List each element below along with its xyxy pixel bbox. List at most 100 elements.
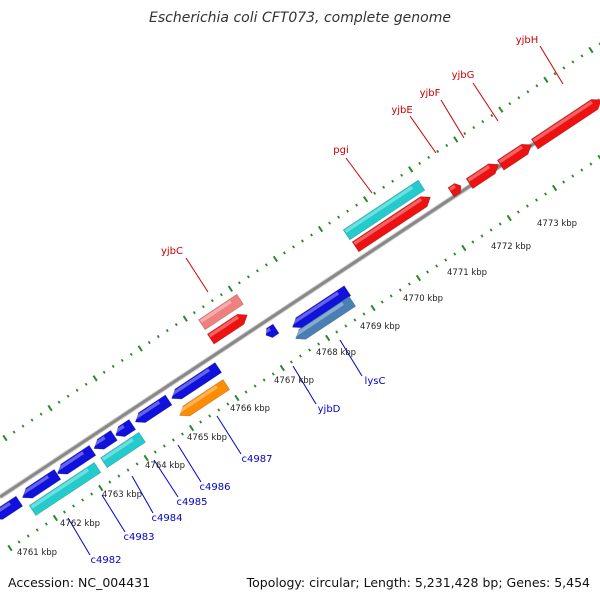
forward-tick	[84, 382, 88, 386]
reverse-tick	[7, 544, 13, 552]
leader-line	[345, 157, 373, 194]
reverse-tick	[544, 192, 548, 196]
reverse-tick	[562, 180, 566, 184]
kbp-label: 4767 kbp	[274, 376, 314, 386]
reverse-tick	[81, 498, 85, 502]
gene-yjbD-feature[interactable]	[168, 362, 223, 404]
forward-tick	[192, 311, 196, 315]
reverse-tick	[362, 312, 366, 316]
reverse-tick	[308, 348, 312, 352]
forward-tick	[535, 84, 539, 88]
gene-label-yjbG[interactable]: yjbG	[452, 70, 475, 81]
forward-tick	[481, 120, 485, 124]
forward-tick	[580, 54, 584, 58]
gene-label-c4986[interactable]: c4986	[200, 482, 231, 493]
gene-c4982-feature[interactable]	[19, 468, 62, 502]
reverse-tick	[552, 184, 558, 192]
kbp-label: 4772 kbp	[491, 242, 531, 252]
gene-yjbG-feature[interactable]	[530, 95, 600, 150]
reverse-tick	[44, 522, 48, 526]
gene-label-pgi[interactable]: pgi	[333, 145, 348, 156]
forward-tick	[272, 255, 279, 263]
reverse-tick	[217, 408, 221, 412]
leader-line	[539, 45, 564, 85]
forward-tick-track	[2, 42, 600, 442]
reverse-tick	[471, 240, 475, 244]
forward-tick	[283, 251, 286, 255]
forward-tick	[30, 418, 34, 422]
forward-tick	[382, 185, 386, 189]
reverse-tick	[571, 174, 575, 178]
gene-c4985-feature[interactable]	[112, 419, 137, 440]
reverse-tick-track	[7, 154, 600, 552]
forward-tick	[346, 209, 350, 213]
forward-tick	[301, 239, 304, 243]
map-title: Escherichia coli CFT073, complete genome	[149, 10, 451, 26]
leader-line	[177, 444, 202, 483]
leader-line	[409, 115, 437, 154]
reverse-tick	[516, 210, 520, 214]
forward-tick	[310, 233, 313, 237]
gene-c4987-partner-feature[interactable]	[289, 285, 352, 332]
gene-yjbF-feature[interactable]	[496, 140, 534, 171]
gene-pgi-feature[interactable]	[351, 192, 434, 253]
reverse-tick	[35, 528, 39, 532]
gene-c4986-feature[interactable]	[132, 394, 173, 427]
leader-line	[101, 494, 126, 533]
forward-tick	[75, 388, 79, 392]
feature-cyan-block-2[interactable]	[100, 431, 146, 469]
reverse-tick	[17, 540, 21, 544]
gene-label-yjbH[interactable]: yjbH	[516, 35, 539, 46]
feature-cyan-block[interactable]	[342, 179, 426, 241]
feature-cyan-block-3[interactable]	[28, 462, 102, 516]
gene-label-yjbD[interactable]: yjbD	[318, 404, 341, 415]
forward-tick	[57, 400, 61, 404]
forward-tick	[588, 46, 594, 54]
forward-tick	[543, 76, 549, 84]
gene-lysC-feature[interactable]	[292, 295, 357, 344]
backbone	[0, 97, 600, 500]
forward-tick	[147, 340, 151, 345]
reverse-tick	[453, 252, 457, 256]
gene-label-c4985[interactable]: c4985	[177, 497, 208, 508]
gene-label-c4984[interactable]: c4984	[152, 513, 183, 524]
gene-edge-feature[interactable]	[0, 495, 24, 524]
forward-tick	[102, 370, 106, 374]
forward-tick	[219, 293, 223, 297]
forward-tick	[463, 131, 467, 136]
reverse-tick	[461, 244, 467, 252]
reverse-tick	[506, 214, 512, 222]
gene-label-c4982[interactable]: c4982	[91, 555, 122, 566]
reverse-tick	[525, 204, 529, 208]
gene-label-c4983[interactable]: c4983	[124, 532, 155, 543]
reverse-tick	[480, 234, 484, 238]
reverse-tick	[199, 420, 203, 424]
forward-tick	[165, 328, 169, 333]
gene-label-yjbF[interactable]: yjbF	[420, 88, 441, 99]
forward-tick	[445, 143, 449, 148]
forward-tick	[129, 352, 133, 357]
gene-label-yjbC[interactable]: yjbC	[161, 246, 183, 257]
gene-c4984-feature[interactable]	[91, 429, 118, 453]
forward-tick	[363, 195, 369, 203]
leader-line	[131, 475, 154, 514]
gene-c4987-feature[interactable]	[176, 379, 231, 421]
gene-yjbE-feature[interactable]	[465, 159, 502, 190]
reverse-tick	[380, 300, 384, 304]
forward-tick	[21, 424, 25, 428]
gene-label-lysC[interactable]: lysC	[365, 376, 386, 387]
reverse-tick	[90, 492, 94, 496]
gene-small-fwd-feature[interactable]	[447, 181, 464, 198]
gene-label-yjbE[interactable]: yjbE	[391, 105, 412, 116]
feature-pink-block[interactable]	[198, 293, 244, 331]
reverse-tick	[580, 168, 584, 172]
gene-small-rev-feature[interactable]	[263, 323, 280, 340]
forward-tick	[517, 96, 521, 100]
gene-label-c4987[interactable]: c4987	[242, 454, 273, 465]
gene-c4983-feature[interactable]	[54, 444, 97, 478]
forward-tick	[355, 203, 359, 207]
reverse-tick	[589, 162, 593, 166]
gene-yjbC-feature[interactable]	[206, 310, 250, 345]
forward-tick	[2, 434, 8, 442]
